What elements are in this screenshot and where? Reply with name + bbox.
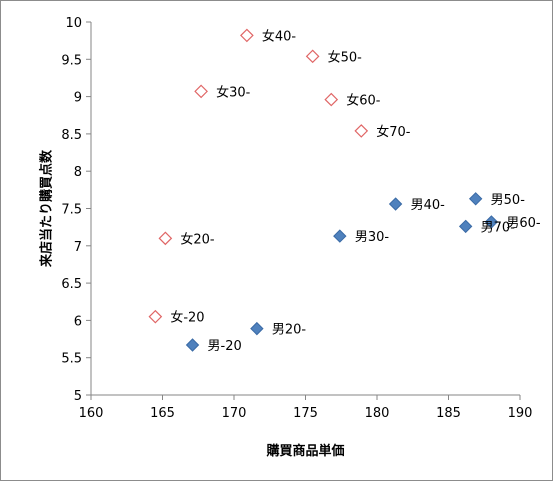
y-axis-title: 来店当たり購買点数 [39, 149, 55, 268]
data-point [468, 192, 483, 206]
data-label: 男20- [272, 323, 307, 338]
data-label: 男70- [481, 220, 516, 235]
data-labels: 女-20 女20- 女30- 女40- 女50- 女60- 女70- 男-20 男20- 男30-… [170, 28, 541, 354]
x-tick-label: 185 [436, 406, 461, 421]
data-point [484, 215, 499, 229]
y-tick-label: 8 [74, 165, 82, 180]
data-label: 女40- [262, 28, 297, 44]
x-tick-label: 180 [365, 406, 390, 421]
data-label: 男60- [506, 216, 541, 231]
tick-labels: 160 165 170 175 180 185 190 5 5.5 6 6.5 7 7.5 8 8.5 9 9.… [61, 16, 532, 421]
data-point [333, 229, 347, 243]
y-tick-label: 8.5 [61, 128, 82, 143]
y-tick-label: 9 [74, 91, 82, 106]
data-points [148, 28, 499, 352]
x-tick-label: 175 [293, 406, 318, 421]
data-label: 男50- [491, 193, 526, 208]
data-point [185, 338, 200, 352]
data-point [250, 321, 264, 336]
data-label: 女20- [180, 231, 215, 247]
y-tick-label: 9.5 [61, 53, 82, 68]
y-tick-label: 5.5 [61, 352, 82, 367]
data-label: 男-20 [208, 339, 242, 354]
data-label: 女50- [328, 49, 363, 65]
data-point [158, 231, 173, 246]
axes [86, 21, 521, 400]
x-axis-title: 購買商品単価 [265, 443, 344, 459]
y-tick-label: 10 [65, 16, 82, 31]
data-point [388, 197, 403, 211]
y-tick-label: 6 [74, 314, 82, 329]
data-label: 男30- [355, 230, 390, 245]
y-tick-label: 7.5 [61, 203, 82, 218]
y-tick-label: 5 [74, 389, 82, 404]
data-point [324, 92, 339, 107]
data-point [458, 219, 473, 234]
x-tick-label: 170 [222, 406, 247, 421]
data-label: 女60- [346, 93, 381, 109]
data-point [240, 28, 254, 43]
data-label: 女30- [216, 84, 251, 100]
data-point [305, 49, 320, 64]
y-tick-label: 7 [74, 240, 82, 255]
data-point [194, 84, 208, 99]
x-tick-label: 190 [508, 406, 533, 421]
data-label: 女-20 [170, 310, 204, 326]
data-label: 女70- [376, 124, 411, 140]
y-tick-label: 6.5 [61, 277, 82, 292]
data-point [148, 309, 163, 324]
data-point [354, 124, 369, 138]
x-tick-label: 160 [79, 406, 104, 421]
x-tick-label: 165 [150, 406, 175, 421]
data-label: 男40- [411, 198, 446, 213]
